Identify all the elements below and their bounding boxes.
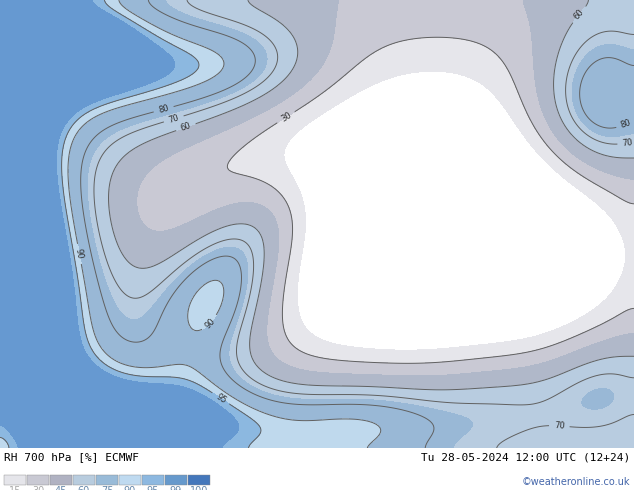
- Text: 30: 30: [32, 486, 44, 490]
- Text: 90: 90: [74, 248, 85, 260]
- Text: 75: 75: [101, 486, 113, 490]
- Text: Tu 28-05-2024 12:00 UTC (12+24): Tu 28-05-2024 12:00 UTC (12+24): [421, 452, 630, 463]
- Text: 15: 15: [9, 486, 21, 490]
- Text: RH 700 hPa [%] ECMWF: RH 700 hPa [%] ECMWF: [4, 452, 139, 463]
- Text: 60: 60: [78, 486, 90, 490]
- Text: 99: 99: [170, 486, 182, 490]
- Text: 80: 80: [157, 103, 170, 115]
- Text: 60: 60: [573, 7, 586, 22]
- Bar: [73, 475, 95, 485]
- Bar: [119, 475, 141, 485]
- Text: 95: 95: [147, 486, 159, 490]
- Text: 70: 70: [622, 138, 633, 148]
- Text: 60: 60: [179, 121, 192, 133]
- Text: 45: 45: [55, 486, 67, 490]
- Text: 90: 90: [203, 316, 217, 330]
- Bar: [4, 475, 26, 485]
- Text: 100: 100: [190, 486, 208, 490]
- Text: 30: 30: [279, 111, 293, 124]
- Bar: [142, 475, 164, 485]
- Bar: [165, 475, 187, 485]
- Text: 80: 80: [619, 118, 633, 130]
- Bar: [96, 475, 118, 485]
- Text: ©weatheronline.co.uk: ©weatheronline.co.uk: [522, 477, 630, 487]
- Bar: [27, 475, 49, 485]
- Text: 70: 70: [553, 421, 565, 431]
- Bar: [188, 475, 210, 485]
- Bar: [50, 475, 72, 485]
- Text: 95: 95: [214, 392, 228, 405]
- Text: 70: 70: [167, 113, 180, 125]
- Text: 90: 90: [124, 486, 136, 490]
